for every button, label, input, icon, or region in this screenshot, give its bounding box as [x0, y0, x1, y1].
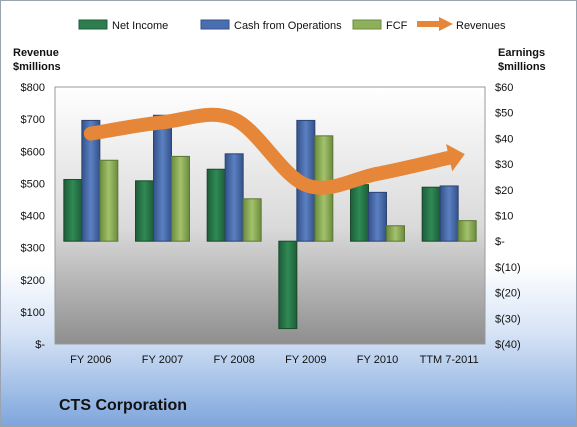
- bar-net-income: [63, 179, 83, 242]
- bar-fcf: [171, 155, 190, 242]
- right-tick-label: $20: [495, 185, 513, 197]
- left-tick-label: $400: [21, 211, 45, 223]
- bar-net-income: [421, 186, 441, 242]
- bar-cash-from-operations: [368, 191, 387, 242]
- right-tick-label: $(10): [495, 262, 521, 274]
- left-tick-label: $-: [35, 339, 45, 351]
- right-tick-label: $(20): [495, 288, 521, 300]
- right-tick-label: $30: [495, 159, 513, 171]
- right-tick-label: $(30): [495, 313, 521, 325]
- left-tick-label: $500: [21, 178, 45, 190]
- revenues-arrowhead: [446, 144, 465, 172]
- left-tick-label: $200: [21, 275, 45, 287]
- x-tick-label: FY 2007: [142, 354, 183, 366]
- right-tick-label: $50: [495, 108, 513, 120]
- right-axis-title-line2: $millions: [498, 61, 546, 73]
- x-tick-label: FY 2009: [285, 354, 326, 366]
- right-tick-label: $-: [495, 236, 505, 248]
- left-tick-label: $700: [21, 114, 45, 126]
- legend-swatch-cash-from-operations: [200, 19, 230, 30]
- x-tick-label: TTM 7-2011: [420, 354, 479, 366]
- chart-title: CTS Corporation: [59, 397, 187, 414]
- left-axis-title-line1: Revenue: [13, 47, 59, 59]
- bar-cash-from-operations: [153, 114, 172, 242]
- left-tick-label: $600: [21, 146, 45, 158]
- right-tick-label: $10: [495, 211, 513, 223]
- revenues-line: [83, 107, 457, 195]
- bar-fcf: [242, 198, 262, 242]
- x-tick-label: FY 2010: [357, 354, 398, 366]
- left-tick-label: $800: [21, 82, 45, 94]
- legend-label-cash-from-operations: Cash from Operations: [234, 20, 342, 32]
- bar-fcf: [457, 220, 477, 242]
- legend: Net Income Cash from Operations FCF Reve…: [78, 17, 506, 32]
- left-axis-title-line2: $millions: [13, 61, 61, 73]
- left-tick-label: $300: [21, 243, 45, 255]
- left-tick-label: $100: [21, 307, 45, 319]
- bar-net-income: [135, 180, 154, 242]
- bar-cash-from-operations: [439, 185, 459, 242]
- legend-swatch-fcf: [352, 19, 382, 30]
- legend-label-net-income: Net Income: [112, 20, 168, 32]
- bar-net-income: [350, 184, 369, 242]
- x-tick-label: FY 2006: [70, 354, 111, 366]
- legend-label-revenues: Revenues: [456, 20, 506, 32]
- legend-label-fcf: FCF: [386, 20, 408, 32]
- bar-fcf: [386, 225, 405, 242]
- x-tick-label: FY 2008: [213, 354, 254, 366]
- right-tick-label: $(40): [495, 339, 521, 351]
- bar-net-income: [278, 240, 298, 330]
- right-tick-label: $60: [495, 82, 513, 94]
- bar-cash-from-operations: [224, 153, 244, 242]
- bar-net-income: [206, 168, 226, 242]
- right-tick-label: $40: [495, 133, 513, 145]
- legend-swatch-net-income: [78, 19, 108, 30]
- legend-arrowhead-revenues: [439, 17, 453, 31]
- bar-fcf: [99, 159, 119, 242]
- right-axis-title-line1: Earnings: [498, 47, 545, 59]
